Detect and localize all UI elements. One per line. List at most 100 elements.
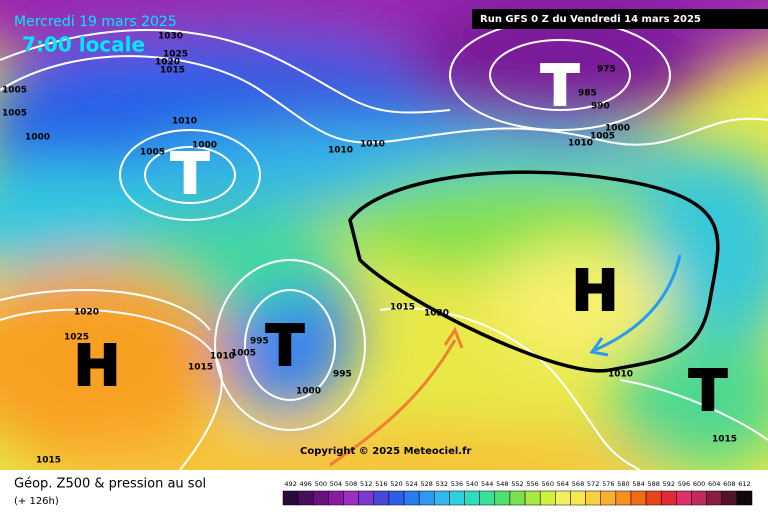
scale-label: 536 — [451, 480, 463, 488]
scale-label: 532 — [436, 480, 448, 488]
isobar-label: 1010 — [568, 139, 593, 149]
scale-swatch — [388, 490, 405, 506]
scale-swatch — [691, 490, 707, 506]
isobar-label: 1015 — [390, 303, 415, 313]
scale-swatch — [676, 490, 692, 506]
scale-swatch — [721, 490, 738, 506]
isobar-label: 1000 — [605, 124, 630, 134]
footer-title: Géop. Z500 & pression au sol — [14, 477, 206, 492]
scale-label: 608 — [723, 480, 735, 488]
scale-label: 596 — [678, 480, 690, 488]
isobar-label: 1000 — [192, 141, 217, 151]
scale-label: 556 — [526, 480, 538, 488]
scale-label: 528 — [421, 480, 433, 488]
isobar-label: 1015 — [160, 66, 185, 76]
isobar-label: 1015 — [36, 456, 61, 466]
scale-swatch — [358, 490, 375, 506]
forecast-date: Mercredi 19 mars 2025 — [14, 14, 177, 30]
scale-label: 512 — [360, 480, 372, 488]
isobar-label: 1010 — [360, 140, 385, 150]
scale-swatch — [660, 490, 677, 506]
scale-swatch — [282, 490, 299, 506]
footer-lead: (+ 126h) — [14, 496, 59, 507]
isobar-label: 1015 — [188, 363, 213, 373]
isobar-label: 1015 — [712, 435, 737, 445]
scale-label: 564 — [557, 480, 569, 488]
isobar-label: 990 — [591, 102, 610, 112]
isobar-label: 1010 — [172, 117, 197, 127]
scale-label: 604 — [708, 480, 720, 488]
scale-label: 544 — [481, 480, 493, 488]
isobar-label: 1025 — [163, 50, 188, 60]
scale-label: 592 — [663, 480, 675, 488]
isobar-label: 985 — [578, 89, 597, 99]
high: H — [74, 334, 121, 399]
scale-swatch — [464, 490, 480, 506]
scale-swatch — [313, 490, 329, 506]
scale-swatch — [373, 490, 390, 506]
isobar-label: 1005 — [140, 148, 165, 158]
scale-label: 612 — [738, 480, 750, 488]
scale-label: 588 — [647, 480, 659, 488]
scale-label: 496 — [299, 480, 311, 488]
scale-label: 548 — [496, 480, 508, 488]
isobar-label: 1005 — [2, 86, 27, 96]
isobar-label: 1020 — [424, 309, 449, 319]
scale-swatch — [615, 490, 632, 506]
scale-swatch — [434, 490, 450, 506]
scale-label: 568 — [572, 480, 584, 488]
isobar-label: 1005 — [590, 132, 615, 142]
isobars — [0, 19, 768, 470]
scale-label: 560 — [542, 480, 554, 488]
scale-label: 576 — [602, 480, 614, 488]
isobar-label: 995 — [333, 370, 352, 380]
isobar-label: 1010 — [328, 146, 353, 156]
scale-swatch — [555, 490, 571, 506]
color-scale: 492 496 500 504 508 512 516 520 524 528 532 536 540 5… — [282, 480, 753, 506]
scale-label: 540 — [466, 480, 478, 488]
scale-swatch — [509, 490, 526, 506]
scale-swatch — [449, 490, 465, 506]
scale-label: 504 — [330, 480, 342, 488]
isobar-label: 1020 — [155, 58, 180, 68]
scale-swatch — [297, 490, 314, 506]
ridge-outline — [348, 170, 720, 373]
scale-label: 516 — [375, 480, 387, 488]
isobar-labels: 1030 1025 1020 1015 1005 1005 1000 1010 … — [2, 32, 737, 466]
scale-swatch — [494, 490, 511, 506]
copyright: Copyright © 2025 Meteociel.fr — [300, 446, 471, 457]
scale-swatch — [328, 490, 344, 506]
low: T — [171, 142, 209, 207]
flow-arrow — [329, 339, 457, 467]
scale-label: 600 — [693, 480, 705, 488]
scale-label: 524 — [405, 480, 417, 488]
scale-swatch — [343, 490, 359, 506]
scale-swatch — [418, 490, 435, 506]
scale-label: 584 — [632, 480, 644, 488]
isobar-label: 1000 — [296, 387, 321, 397]
pressure-systems: T T T H H T — [73, 53, 729, 425]
flow-arrow — [594, 254, 682, 352]
run-info: Run GFS 0 Z du Vendredi 14 mars 2025 — [480, 14, 701, 25]
scale-swatch — [479, 490, 496, 506]
low: T — [541, 54, 579, 119]
isobar-label: 995 — [250, 337, 269, 347]
scale-label: 500 — [315, 480, 327, 488]
scale-swatch — [403, 490, 420, 506]
forecast-time: 7:00 locale — [22, 33, 145, 57]
scale-swatch — [645, 490, 662, 506]
isobar-label: 1005 — [2, 109, 27, 119]
isobar-label: 1010 — [210, 352, 235, 362]
scale-label: 572 — [587, 480, 599, 488]
scale-label: 552 — [511, 480, 523, 488]
isobar-label: 1010 — [608, 370, 633, 380]
high: H — [572, 259, 619, 324]
scale-swatch — [600, 490, 617, 506]
low: T — [689, 359, 727, 424]
scale-swatch — [539, 490, 556, 506]
scale-label: 520 — [390, 480, 402, 488]
isobar-label: 1005 — [231, 349, 256, 359]
run-box — [472, 9, 768, 29]
